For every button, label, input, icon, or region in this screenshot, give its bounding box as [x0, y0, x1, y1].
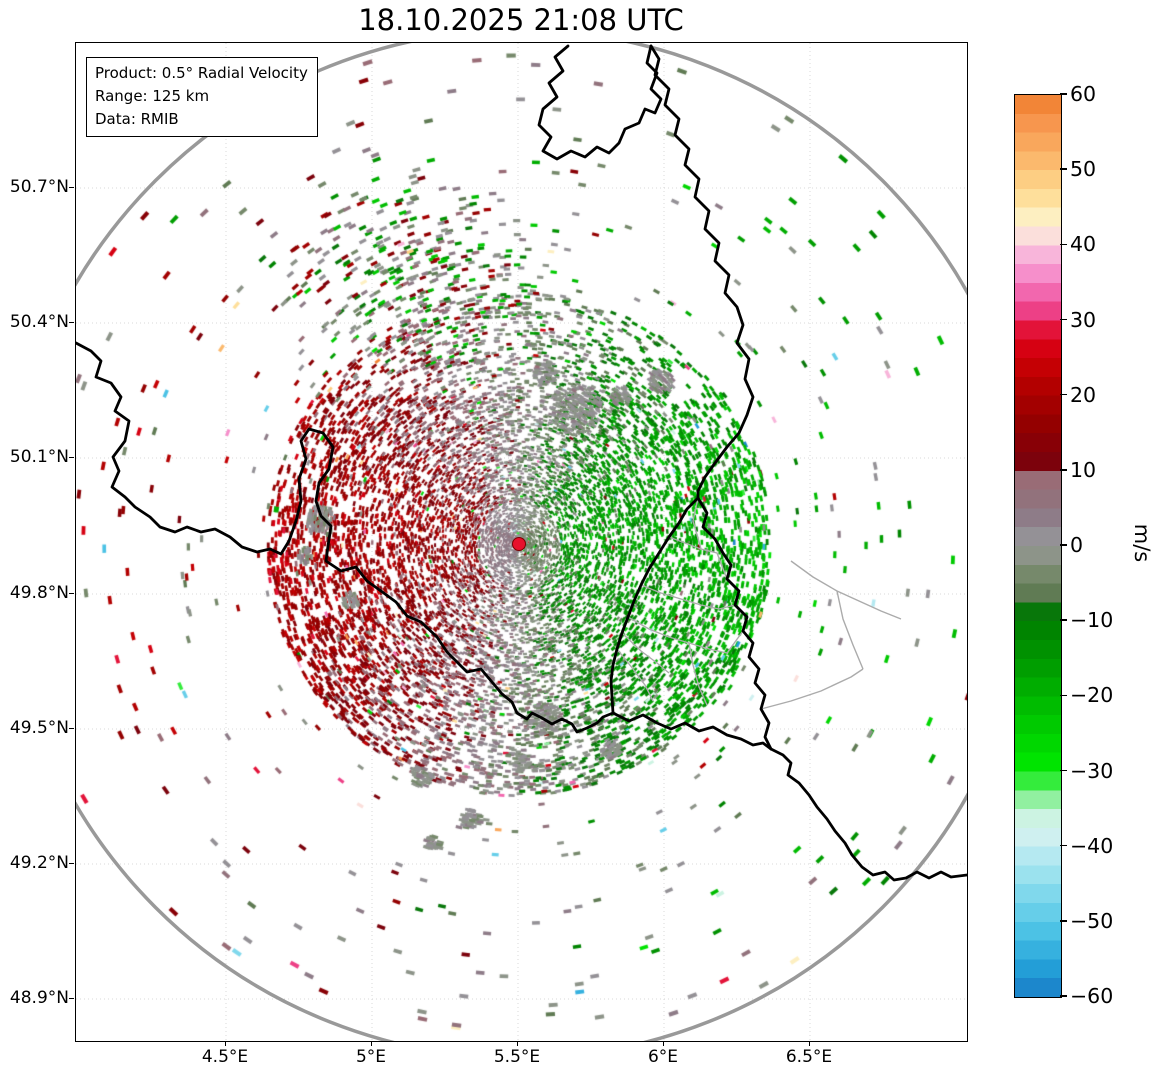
borders-layer: [76, 44, 967, 882]
colorbar-tick-label: 40: [1070, 232, 1097, 257]
colorbar-tick-label: −60: [1070, 984, 1114, 1008]
country-border: [609, 496, 700, 715]
x-axis-tick-mark: [371, 1041, 373, 1046]
info-product: Product: 0.5° Radial Velocity: [95, 64, 308, 82]
colorbar-tick-mark: [1060, 995, 1067, 997]
y-axis-tick-mark: [69, 457, 74, 459]
colorbar-tick-mark: [1060, 393, 1067, 396]
velocity-colorbar: [1014, 94, 1062, 998]
admin-border: [836, 590, 864, 670]
admin-border: [640, 584, 736, 610]
x-axis-tick-label: 6.5°E: [785, 1047, 833, 1067]
admin-border: [760, 668, 864, 710]
country-border: [649, 44, 755, 500]
admin-border: [616, 648, 654, 702]
radar-site-marker: [512, 537, 526, 551]
x-axis-tick-mark: [663, 1041, 665, 1046]
x-axis-tick-label: 5.5°E: [493, 1047, 541, 1067]
country-border: [769, 747, 967, 882]
colorbar-tick-label: 0: [1070, 533, 1084, 557]
country-border: [537, 44, 663, 161]
colorbar-tick-mark: [1060, 168, 1067, 170]
colorbar-tick-label: −20: [1070, 683, 1114, 708]
x-axis-tick-mark: [225, 1041, 227, 1046]
colorbar-tick-label: 10: [1070, 457, 1097, 482]
admin-border: [621, 632, 670, 674]
colorbar-tick-label: 20: [1070, 382, 1097, 407]
country-border: [611, 711, 773, 751]
y-axis-tick-label: 50.1°N: [9, 447, 69, 467]
info-range: Range: 125 km: [95, 86, 210, 105]
colorbar-tick-mark: [1060, 318, 1067, 321]
colorbar-tick-label: −10: [1070, 608, 1114, 633]
y-axis-tick-label: 50.4°N: [9, 312, 69, 332]
colorbar-unit-label: m/s: [1130, 523, 1154, 563]
admin-border: [692, 497, 702, 550]
y-axis-tick-mark: [69, 322, 74, 324]
colorbar-tick-label: −40: [1070, 833, 1114, 858]
colorbar-tick-mark: [1060, 844, 1067, 847]
y-axis-tick-mark: [69, 187, 74, 189]
admin-border: [688, 642, 708, 706]
x-axis-tick-label: 5°E: [355, 1047, 387, 1067]
y-axis-tick-mark: [69, 728, 74, 730]
map-plot-area: Product: 0.5° Radial Velocity Range: 125…: [75, 42, 968, 1042]
colorbar-tick-mark: [1060, 769, 1067, 772]
product-info-box: Product: 0.5° Radial Velocity Range: 125…: [86, 57, 318, 138]
colorbar-tick-mark: [1060, 619, 1067, 621]
y-axis-tick-mark: [69, 863, 74, 865]
admin-border: [790, 560, 902, 620]
colorbar-tick-label: 60: [1070, 82, 1097, 106]
colorbar-tick-label: 30: [1070, 307, 1097, 332]
country-border: [76, 341, 615, 734]
country-border: [696, 496, 773, 751]
plot-title: 18.10.2025 21:08 UTC: [358, 3, 684, 37]
colorbar-tick-mark: [1060, 469, 1067, 471]
y-axis-tick-label: 49.2°N: [9, 853, 69, 873]
x-axis-tick-label: 4.5°E: [201, 1047, 249, 1067]
x-axis-tick-label: 6°E: [647, 1047, 679, 1067]
y-axis-tick-mark: [69, 998, 74, 1000]
colorbar-tick-label: 50: [1070, 157, 1097, 182]
colorbar-tick-mark: [1060, 93, 1067, 95]
admin-border: [627, 616, 744, 654]
y-axis-tick-label: 48.9°N: [9, 988, 69, 1008]
y-axis-tick-label: 49.5°N: [9, 718, 69, 738]
colorbar-tick-label: −50: [1070, 908, 1114, 933]
colorbar-tick-mark: [1060, 920, 1067, 922]
colorbar-tick-label: −30: [1070, 758, 1114, 783]
info-data-source: Data: RMIB: [95, 109, 179, 128]
colorbar-tick-mark: [1060, 243, 1067, 246]
y-axis-tick-mark: [69, 593, 74, 595]
y-axis-tick-label: 50.7°N: [9, 177, 69, 197]
colorbar-tick-mark: [1060, 544, 1067, 546]
colorbar-tick-mark: [1060, 694, 1067, 697]
y-axis-tick-label: 49.8°N: [9, 583, 69, 603]
x-axis-tick-mark: [517, 1041, 519, 1046]
x-axis-tick-mark: [809, 1041, 811, 1046]
